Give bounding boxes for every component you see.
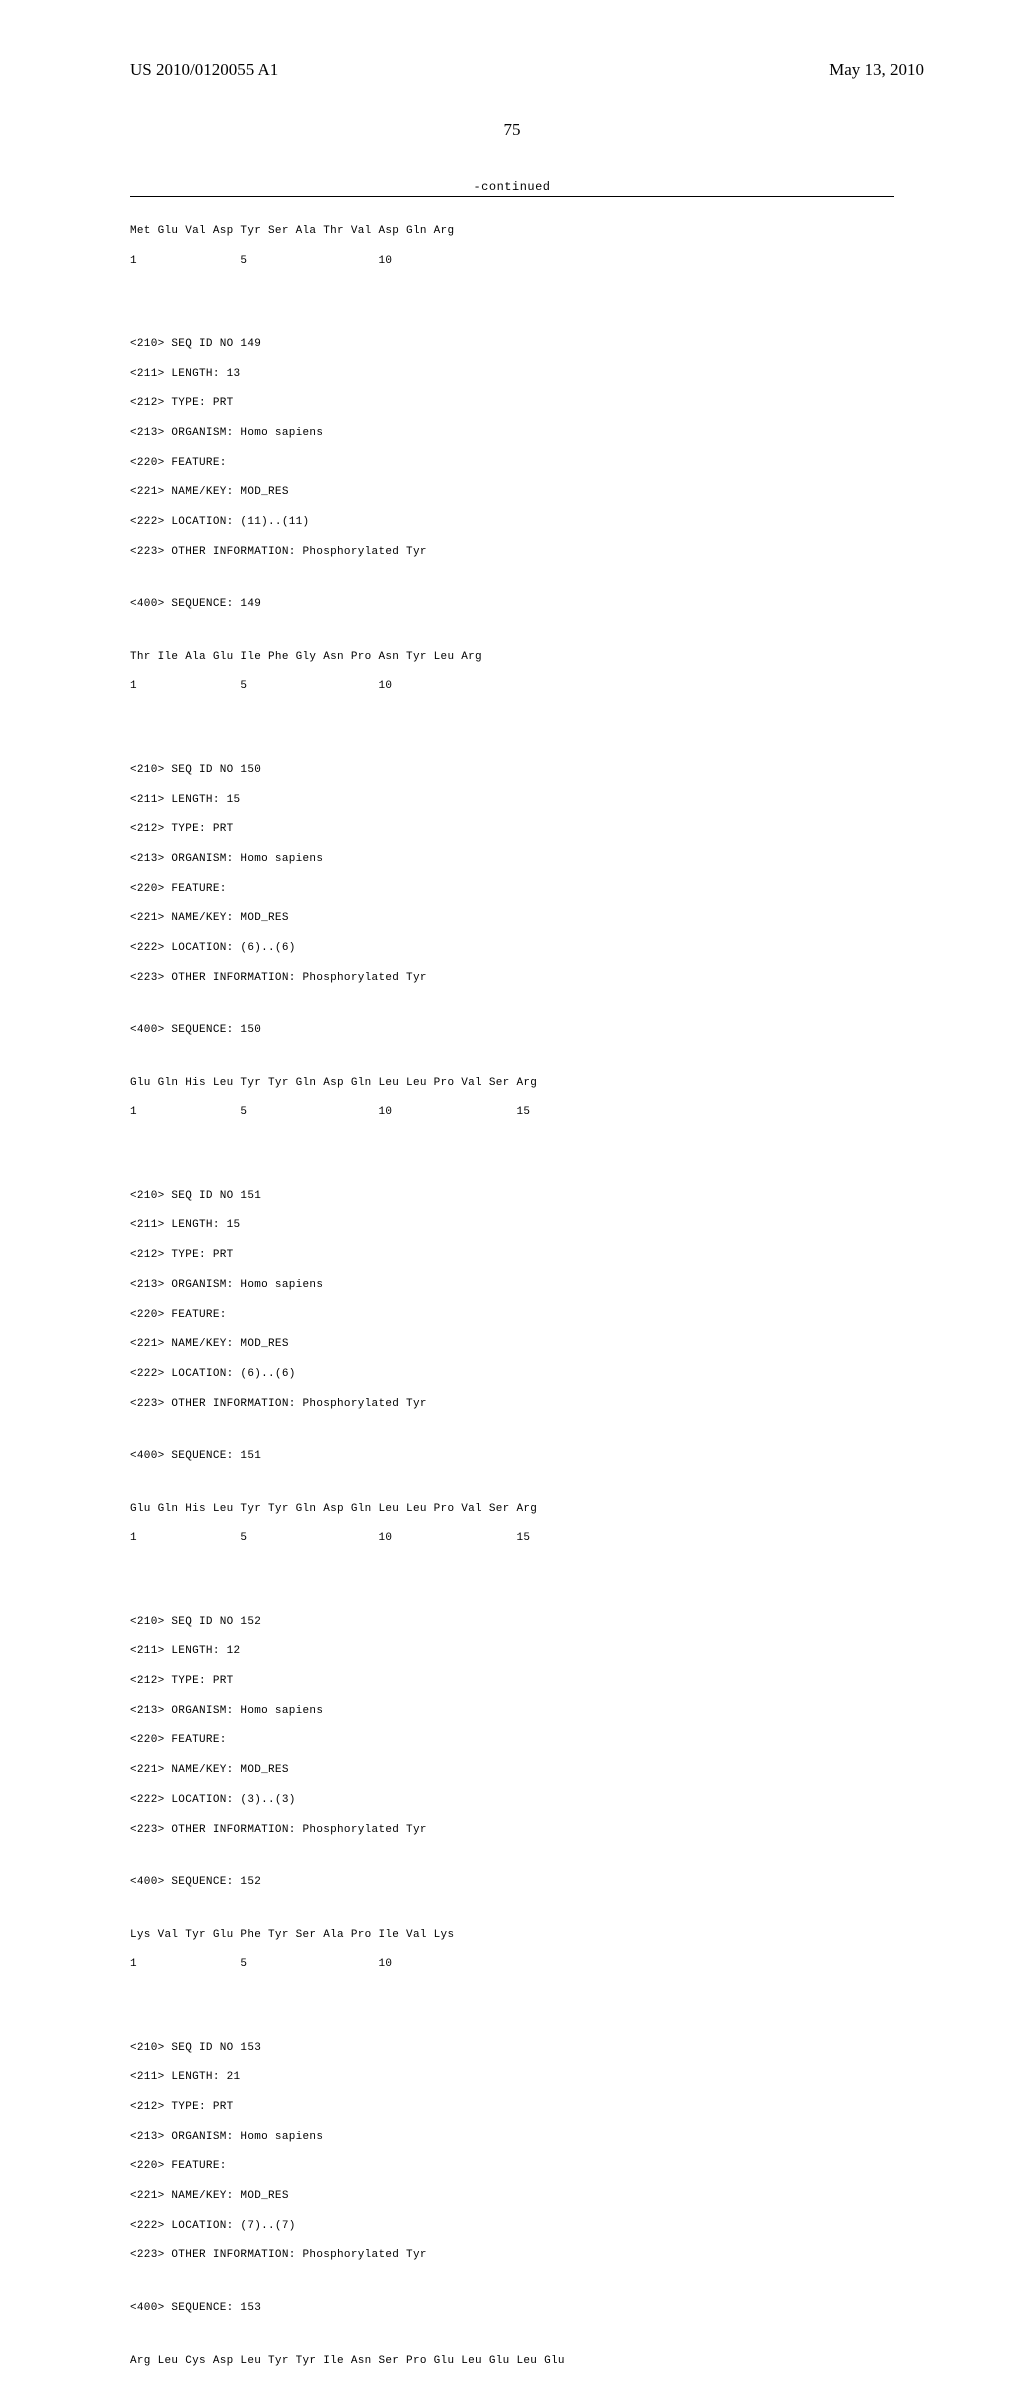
name-key-line: <221> NAME/KEY: MOD_RES <box>130 1763 1024 1778</box>
organism-line: <213> ORGANISM: Homo sapiens <box>130 1704 1024 1719</box>
seq-id-line: <210> SEQ ID NO 153 <box>130 2041 1024 2056</box>
publication-date: May 13, 2010 <box>829 60 924 80</box>
sequence-header: <400> SEQUENCE: 149 <box>130 597 1024 612</box>
other-info-line: <223> OTHER INFORMATION: Phosphorylated … <box>130 1397 1024 1412</box>
feature-line: <220> FEATURE: <box>130 1733 1024 1748</box>
length-line: <211> LENGTH: 12 <box>130 1644 1024 1659</box>
organism-line: <213> ORGANISM: Homo sapiens <box>130 1278 1024 1293</box>
location-line: <222> LOCATION: (11)..(11) <box>130 515 1024 530</box>
length-line: <211> LENGTH: 15 <box>130 1218 1024 1233</box>
other-info-line: <223> OTHER INFORMATION: Phosphorylated … <box>130 1823 1024 1838</box>
sequence-residues: Met Glu Val Asp Tyr Ser Ala Thr Val Asp … <box>130 224 1024 239</box>
sequence-header: <400> SEQUENCE: 153 <box>130 2301 1024 2316</box>
feature-line: <220> FEATURE: <box>130 2159 1024 2174</box>
location-line: <222> LOCATION: (6)..(6) <box>130 941 1024 956</box>
organism-line: <213> ORGANISM: Homo sapiens <box>130 2130 1024 2145</box>
sequence-ruler: 1 5 10 15 <box>130 1531 1024 1546</box>
other-info-line: <223> OTHER INFORMATION: Phosphorylated … <box>130 971 1024 986</box>
sequence-header: <400> SEQUENCE: 150 <box>130 1023 1024 1038</box>
name-key-line: <221> NAME/KEY: MOD_RES <box>130 911 1024 926</box>
sequence-listing: Met Glu Val Asp Tyr Ser Ala Thr Val Asp … <box>130 209 1024 2383</box>
sequence-residues: Glu Gln His Leu Tyr Tyr Gln Asp Gln Leu … <box>130 1502 1024 1517</box>
feature-line: <220> FEATURE: <box>130 1308 1024 1323</box>
length-line: <211> LENGTH: 13 <box>130 367 1024 382</box>
type-line: <212> TYPE: PRT <box>130 1674 1024 1689</box>
sequence-residues: Glu Gln His Leu Tyr Tyr Gln Asp Gln Leu … <box>130 1076 1024 1091</box>
length-line: <211> LENGTH: 21 <box>130 2070 1024 2085</box>
seq-id-line: <210> SEQ ID NO 151 <box>130 1189 1024 1204</box>
feature-line: <220> FEATURE: <box>130 456 1024 471</box>
name-key-line: <221> NAME/KEY: MOD_RES <box>130 2189 1024 2204</box>
other-info-line: <223> OTHER INFORMATION: Phosphorylated … <box>130 545 1024 560</box>
type-line: <212> TYPE: PRT <box>130 2100 1024 2115</box>
seq-id-line: <210> SEQ ID NO 150 <box>130 763 1024 778</box>
length-line: <211> LENGTH: 15 <box>130 793 1024 808</box>
location-line: <222> LOCATION: (7)..(7) <box>130 2219 1024 2234</box>
continued-label: -continued <box>0 180 1024 194</box>
sequence-residues: Thr Ile Ala Glu Ile Phe Gly Asn Pro Asn … <box>130 650 1024 665</box>
type-line: <212> TYPE: PRT <box>130 396 1024 411</box>
location-line: <222> LOCATION: (6)..(6) <box>130 1367 1024 1382</box>
horizontal-rule <box>130 196 894 197</box>
sequence-ruler: 1 5 10 <box>130 679 1024 694</box>
page-header: US 2010/0120055 A1 May 13, 2010 <box>0 0 1024 80</box>
feature-line: <220> FEATURE: <box>130 882 1024 897</box>
type-line: <212> TYPE: PRT <box>130 822 1024 837</box>
seq-id-line: <210> SEQ ID NO 149 <box>130 337 1024 352</box>
sequence-header: <400> SEQUENCE: 151 <box>130 1449 1024 1464</box>
sequence-ruler: 1 5 10 <box>130 254 1024 269</box>
other-info-line: <223> OTHER INFORMATION: Phosphorylated … <box>130 2248 1024 2263</box>
organism-line: <213> ORGANISM: Homo sapiens <box>130 426 1024 441</box>
page-number: 75 <box>0 120 1024 140</box>
sequence-ruler: 1 5 10 <box>130 1957 1024 1972</box>
location-line: <222> LOCATION: (3)..(3) <box>130 1793 1024 1808</box>
publication-number: US 2010/0120055 A1 <box>130 60 278 80</box>
name-key-line: <221> NAME/KEY: MOD_RES <box>130 485 1024 500</box>
organism-line: <213> ORGANISM: Homo sapiens <box>130 852 1024 867</box>
sequence-ruler: 1 5 10 15 <box>130 1105 1024 1120</box>
seq-id-line: <210> SEQ ID NO 152 <box>130 1615 1024 1630</box>
name-key-line: <221> NAME/KEY: MOD_RES <box>130 1337 1024 1352</box>
sequence-residues: Lys Val Tyr Glu Phe Tyr Ser Ala Pro Ile … <box>130 1928 1024 1943</box>
sequence-header: <400> SEQUENCE: 152 <box>130 1875 1024 1890</box>
type-line: <212> TYPE: PRT <box>130 1248 1024 1263</box>
sequence-residues: Arg Leu Cys Asp Leu Tyr Tyr Ile Asn Ser … <box>130 2354 1024 2369</box>
